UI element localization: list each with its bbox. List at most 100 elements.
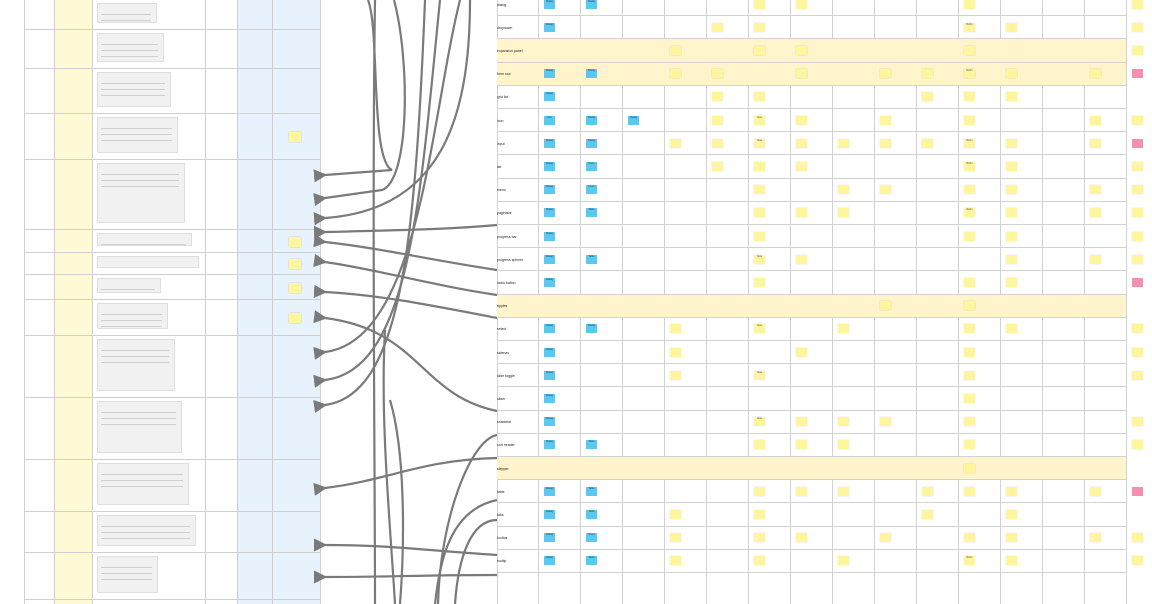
matrix-sticky[interactable]: Note [754,254,765,264]
matrix-chip-blue[interactable]: Dialog [544,162,555,171]
matrix-sticky[interactable]: BLDn [964,69,975,79]
matrix-chip-blue[interactable]: Dialog [544,92,555,102]
matrix-sticky[interactable] [1006,208,1017,218]
matrix-sticky[interactable] [880,115,891,125]
matrix-sticky[interactable] [796,254,807,264]
matrix-sticky[interactable] [796,440,807,450]
matrix-sticky[interactable] [1132,324,1143,334]
matrix-sticky[interactable] [1132,46,1143,55]
connector-arrow[interactable] [382,329,397,604]
matrix-sticky[interactable] [880,185,891,195]
matrix-sticky[interactable]: BLDn [964,208,975,218]
matrix-chip-blue[interactable]: Table [586,440,597,450]
matrix-sticky[interactable] [754,162,765,171]
matrix-sticky[interactable] [1090,208,1101,218]
matrix-sticky[interactable] [1090,138,1101,148]
matrix-chip-blue[interactable]: Table [586,486,597,496]
matrix-sticky[interactable] [1132,533,1143,543]
matrix-sticky[interactable] [1006,162,1017,171]
matrix-chip-blue[interactable]: Dialog [586,69,597,79]
matrix-sticky[interactable] [964,278,975,287]
matrix-sticky[interactable] [1006,231,1017,241]
connector-arrow[interactable] [433,498,498,604]
matrix-chip-blue[interactable]: Done [586,533,597,543]
matrix-sticky[interactable] [1132,115,1143,125]
matrix-sticky[interactable] [964,324,975,334]
matrix-sticky[interactable] [880,533,891,543]
matrix-sticky[interactable] [754,533,765,543]
matrix-sticky[interactable]: BLDn [964,556,975,566]
matrix-sticky[interactable] [1132,162,1143,171]
matrix-chip-red[interactable] [1132,486,1143,496]
matrix-chip-blue[interactable]: Icon [544,115,555,125]
matrix-sticky[interactable] [796,0,807,9]
connector-arrow[interactable] [313,0,397,183]
matrix-sticky[interactable]: BLDn [964,22,975,32]
matrix-sticky[interactable] [754,231,765,241]
component-thumbnail[interactable] [97,3,157,23]
matrix-sticky[interactable] [922,510,933,519]
matrix-sticky[interactable] [1090,69,1101,79]
component-thumbnail[interactable] [97,401,182,453]
matrix-sticky[interactable] [796,115,807,125]
matrix-sticky[interactable] [964,115,975,125]
matrix-sticky[interactable] [1132,370,1143,380]
matrix-sticky[interactable] [838,486,849,496]
matrix-sticky[interactable] [712,115,723,125]
component-thumbnail[interactable] [97,515,196,546]
matrix-sticky[interactable] [1132,0,1143,9]
matrix-sticky[interactable] [964,46,975,55]
matrix-sticky[interactable] [1132,208,1143,218]
matrix-sticky[interactable] [838,185,849,195]
component-thumbnail[interactable] [97,233,192,246]
matrix-sticky[interactable] [670,46,681,55]
matrix-chip-blue[interactable]: Dialog [544,440,555,450]
matrix-chip-blue[interactable]: Dialog [586,324,597,334]
matrix-sticky[interactable] [964,370,975,380]
connector-arrow[interactable] [313,0,442,388]
matrix-sticky[interactable] [796,138,807,148]
matrix-sticky[interactable] [670,370,681,380]
component-thumbnail[interactable] [97,463,189,505]
matrix-sticky[interactable] [754,0,765,9]
component-thumbnail[interactable] [97,303,168,329]
matrix-sticky[interactable] [712,162,723,171]
matrix-chip-blue[interactable]: Table [586,254,597,264]
connector-arrow[interactable] [313,310,498,413]
matrix-sticky[interactable] [796,417,807,427]
component-thumbnail[interactable] [97,33,164,62]
matrix-sticky[interactable] [1006,324,1017,334]
matrix-sticky[interactable] [1006,486,1017,496]
matrix-sticky[interactable] [1090,115,1101,125]
matrix-chip-blue[interactable]: Dialog [544,185,555,195]
connector-arrow[interactable] [372,0,377,604]
matrix-sticky[interactable] [880,301,891,311]
matrix-sticky[interactable] [1090,254,1101,264]
sticky-note[interactable] [289,282,301,293]
matrix-chip-blue[interactable]: Dialog [544,324,555,334]
sticky-note[interactable] [289,236,301,247]
matrix-sticky[interactable] [922,92,933,102]
connector-arrow[interactable] [453,518,498,604]
matrix-sticky[interactable] [838,417,849,427]
matrix-sticky[interactable] [838,440,849,450]
matrix-sticky[interactable] [712,92,723,102]
matrix-chip-blue[interactable]: Dialog [544,417,555,427]
matrix-sticky[interactable]: Note [754,370,765,380]
matrix-sticky[interactable] [964,417,975,427]
matrix-sticky[interactable] [754,22,765,32]
connector-arrow[interactable] [313,0,406,207]
matrix-chip-blue[interactable]: Table [586,208,597,218]
matrix-chip-blue[interactable]: Dialog [544,69,555,79]
matrix-sticky[interactable] [1132,417,1143,427]
matrix-sticky[interactable] [1006,92,1017,102]
matrix-sticky[interactable] [964,533,975,543]
matrix-chip-blue[interactable]: Dialog [586,115,597,125]
matrix-chip-blue[interactable]: Dialog [544,0,555,9]
matrix-chip-blue[interactable]: Done [586,162,597,171]
matrix-sticky[interactable] [670,347,681,357]
matrix-sticky[interactable] [712,138,723,148]
matrix-sticky[interactable] [1006,185,1017,195]
matrix-chip-blue[interactable]: Dialog [544,208,555,218]
